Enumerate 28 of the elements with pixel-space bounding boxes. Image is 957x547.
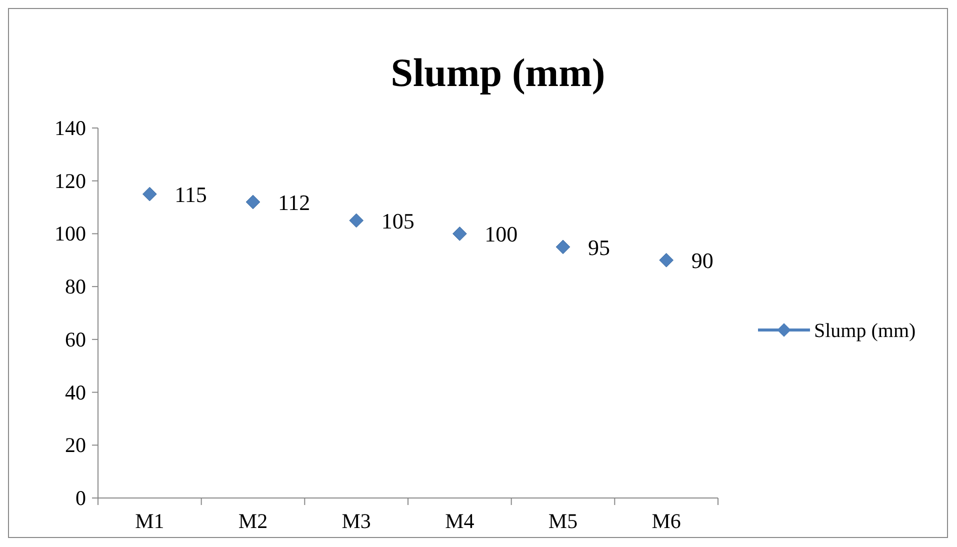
x-tick-label: M1	[135, 509, 164, 533]
x-tick-label: M6	[652, 509, 681, 533]
point	[452, 226, 467, 241]
point	[556, 240, 570, 254]
point	[659, 252, 674, 268]
data-label: 95	[588, 234, 610, 260]
x-tick-label: M3	[342, 509, 371, 533]
data-label: 105	[381, 208, 414, 234]
y-tick-label: 0	[76, 486, 86, 510]
x-tick-label: M5	[548, 509, 578, 533]
point	[349, 213, 364, 228]
x-tick-label: M2	[238, 509, 268, 533]
y-tick-label: 100	[54, 222, 86, 246]
y-tick-label: 60	[65, 327, 86, 352]
y-tick-label: 140	[54, 116, 86, 140]
data-label: 100	[484, 222, 518, 247]
y-tick-label: 120	[54, 168, 86, 193]
y-tick-label: 20	[65, 433, 86, 458]
point	[142, 186, 157, 202]
data-label: 90	[691, 248, 714, 274]
chart-title: Slump (mm)	[390, 50, 606, 95]
data-label: 112	[278, 190, 310, 215]
point	[246, 194, 260, 210]
y-tick-label: 80	[65, 274, 86, 299]
legend-label: Slump (mm)	[814, 320, 916, 342]
y-tick-label: 40	[65, 380, 86, 404]
x-tick-label: M4	[445, 509, 475, 533]
data-label: 115	[174, 182, 207, 208]
